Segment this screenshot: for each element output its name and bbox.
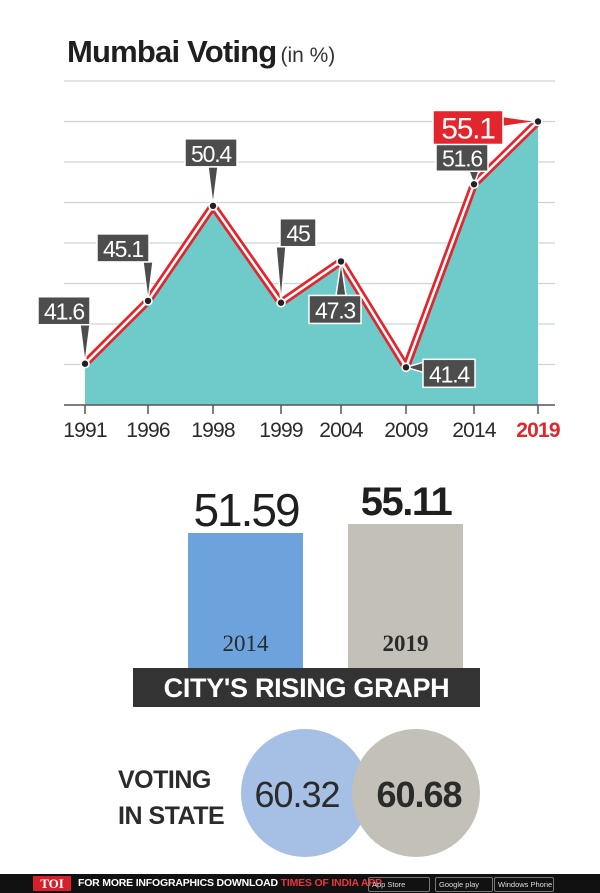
- footer-bar: TOI FOR MORE INFOGRAPHICS DOWNLOAD TIMES…: [0, 874, 600, 893]
- x-tick-label-1999: 1999: [259, 419, 303, 442]
- data-label-2004: 47.3: [315, 297, 355, 323]
- point-2014: [470, 181, 478, 188]
- footer-message: FOR MORE INFOGRAPHICS DOWNLOAD TIMES OF …: [78, 877, 382, 889]
- x-tick-label-2009: 2009: [384, 419, 428, 442]
- state-value-2019: 60.68: [376, 774, 461, 815]
- google-play-badge[interactable]: Google play: [435, 877, 493, 892]
- data-label-2009: 41.4: [429, 361, 470, 387]
- bar-2014: [188, 532, 303, 668]
- x-tick-label-2019: 2019: [516, 419, 560, 442]
- data-label-1996: 45.1: [103, 236, 143, 262]
- point-1991: [81, 360, 89, 367]
- callout-box-1998: [184, 138, 238, 168]
- title-unit: (in %): [280, 44, 336, 67]
- footer-message-prefix: FOR MORE INFOGRAPHICS DOWNLOAD: [78, 877, 278, 889]
- state-circle-2019: [352, 729, 480, 857]
- city-rising-graph-banner: CITY'S RISING GRAPH: [133, 668, 480, 707]
- bar-category-2019: 2019: [382, 631, 429, 656]
- callout-box-1996: [96, 233, 150, 263]
- voting-in-state-label: VOTING IN STATE: [118, 766, 225, 830]
- callout-box-1999: [279, 217, 317, 248]
- bar-value-label-2019: 55.11: [360, 480, 453, 524]
- windows-phone-badge[interactable]: Windows Phone: [494, 877, 554, 892]
- point-2009: [402, 364, 410, 371]
- data-label-2014: 51.6: [442, 145, 482, 171]
- callout-pointer-1998: [207, 166, 219, 207]
- data-label-2019: 55.1: [441, 112, 495, 145]
- series-line-inner: [84, 120, 539, 369]
- chart-title: Mumbai Voting (in %): [67, 34, 335, 70]
- bar-value-label-2014: 51.59: [193, 484, 300, 536]
- point-1998: [209, 202, 217, 210]
- state-value-2014: 60.32: [254, 774, 339, 815]
- x-tick-label-1991: 1991: [63, 419, 107, 442]
- footer-app-name: TIMES OF INDIA APP: [280, 877, 382, 889]
- state-circle-overlap: [352, 729, 480, 857]
- callout-box-2014: [435, 142, 489, 173]
- point-2019: [534, 118, 542, 125]
- point-1999: [277, 299, 285, 306]
- app-store-badge[interactable]: App Store: [368, 877, 430, 892]
- mumbai-voting-area-chart: 1991 1996 1998 1999 2004 2009 2014 2019 41.6 45.1…: [37, 80, 561, 442]
- point-1996: [144, 297, 152, 305]
- x-tick-label-2014: 2014: [452, 419, 497, 442]
- data-label-1998: 50.4: [191, 141, 232, 167]
- title-text: Mumbai Voting: [67, 34, 277, 69]
- callout-box-1991: [37, 295, 91, 326]
- state-circle-2014: [241, 729, 369, 857]
- data-label-1991: 41.6: [44, 299, 84, 325]
- bar-category-2014: 2014: [222, 631, 269, 656]
- callout-box-2004: [308, 294, 362, 325]
- bar-2019: [348, 524, 463, 668]
- x-tick-label-1996: 1996: [126, 419, 170, 442]
- point-2004: [337, 258, 345, 265]
- callout-box-2009: [422, 358, 476, 389]
- data-label-1999: 45: [286, 221, 310, 247]
- toi-logo[interactable]: TOI: [33, 876, 71, 891]
- x-tick-label-1998: 1998: [191, 419, 235, 442]
- area-fill: [85, 121, 538, 405]
- x-tick-label-2004: 2004: [319, 419, 364, 442]
- callout-box-2019: [432, 109, 504, 146]
